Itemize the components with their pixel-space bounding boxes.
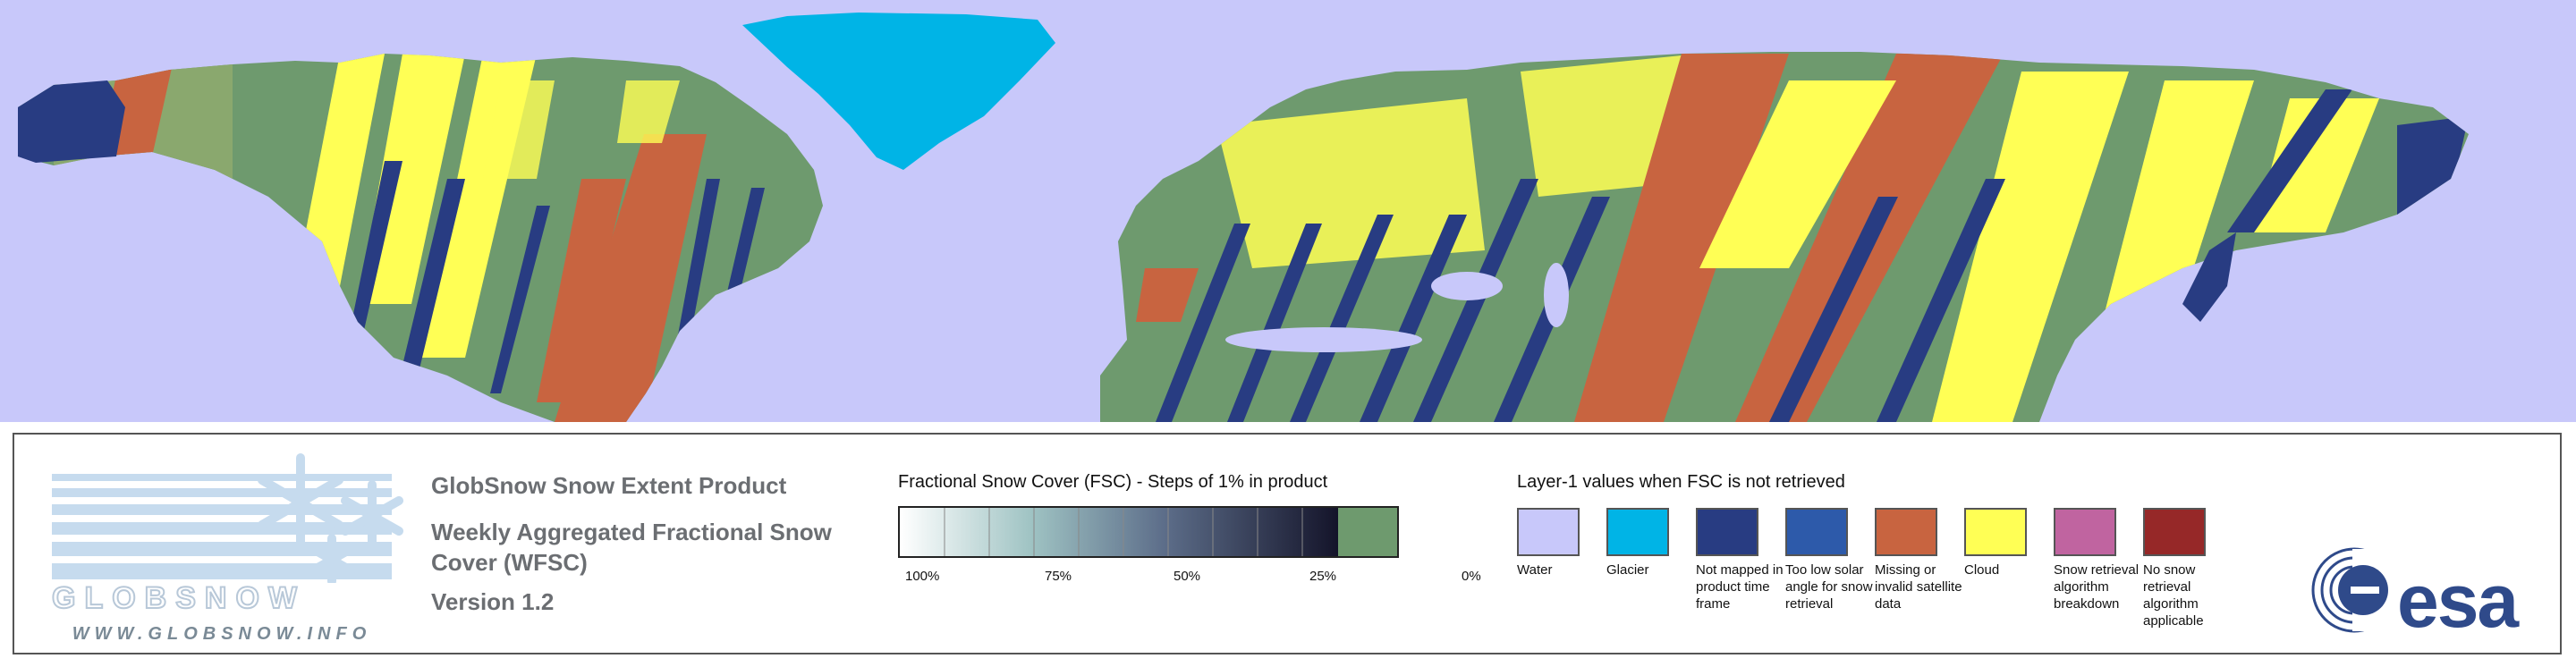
layer1-swatch xyxy=(1785,508,1848,556)
layer1-swatch xyxy=(2054,508,2116,556)
layer1-swatch-label: Glacier xyxy=(1606,562,1649,578)
globsnow-wordmark: GLOBSNOW xyxy=(51,581,306,615)
fsc-tick-50: 50% xyxy=(1174,569,1201,584)
layer1-swatch-label: No snow retrieval algorithm applicable xyxy=(2143,562,2204,629)
japan-not-mapped xyxy=(2182,232,2236,322)
legend-panel: GLOBSNOW WWW.GLOBSNOW.INFO GlobSnow Snow… xyxy=(13,433,2562,654)
layer1-swatch xyxy=(1875,508,1937,556)
fsc-colorbar xyxy=(898,506,1399,558)
layer1-swatch-label: Snow retrieval algorithm breakdown xyxy=(2054,562,2140,612)
fsc-legend-title: Fractional Snow Cover (FSC) - Steps of 1… xyxy=(898,472,1328,492)
globsnow-logo: GLOBSNOW WWW.GLOBSNOW.INFO xyxy=(41,449,417,654)
layer1-swatch-label: Cloud xyxy=(1964,562,2000,578)
globsnow-url: WWW.GLOBSNOW.INFO xyxy=(72,624,372,644)
layer1-swatch-label: Not mapped in product time frame xyxy=(1696,562,1784,612)
layer1-swatch-label: Water xyxy=(1517,562,1553,578)
product-version: Version 1.2 xyxy=(431,588,555,615)
fsc-tick-100: 100% xyxy=(905,569,940,584)
esa-wordmark: esa xyxy=(2397,559,2519,643)
fsc-tick-75: 75% xyxy=(1045,569,1072,584)
mediterranean-sea xyxy=(1225,327,1422,352)
layer1-legend-title: Layer-1 values when FSC is not retrieved xyxy=(1517,472,1845,492)
snow-cover-map xyxy=(0,0,2576,422)
layer1-swatch xyxy=(2143,508,2206,556)
snowflake-icon xyxy=(258,453,403,583)
layer1-swatch xyxy=(1517,508,1580,556)
alaska-not-mapped xyxy=(18,80,125,163)
esa-logo-icon xyxy=(2311,547,2399,633)
greenland-glacier xyxy=(742,13,1055,170)
layer1-swatch-label: Missing or invalid satellite data xyxy=(1875,562,1962,612)
fsc-snow-free-swatch xyxy=(1338,508,1397,556)
fsc-tick-0: 0% xyxy=(1462,569,1481,584)
layer1-swatch xyxy=(1964,508,2027,556)
product-subtitle: Weekly Aggregated Fractional Snow Cover … xyxy=(431,519,832,576)
fsc-tick-25: 25% xyxy=(1309,569,1337,584)
product-title: GlobSnow Snow Extent Product xyxy=(431,472,787,499)
black-sea xyxy=(1431,272,1503,300)
caspian-sea xyxy=(1544,263,1569,327)
layer1-swatch xyxy=(1606,508,1669,556)
layer1-swatch xyxy=(1696,508,1758,556)
layer1-swatch-label: Too low solar angle for snow retrieval xyxy=(1785,562,1873,612)
